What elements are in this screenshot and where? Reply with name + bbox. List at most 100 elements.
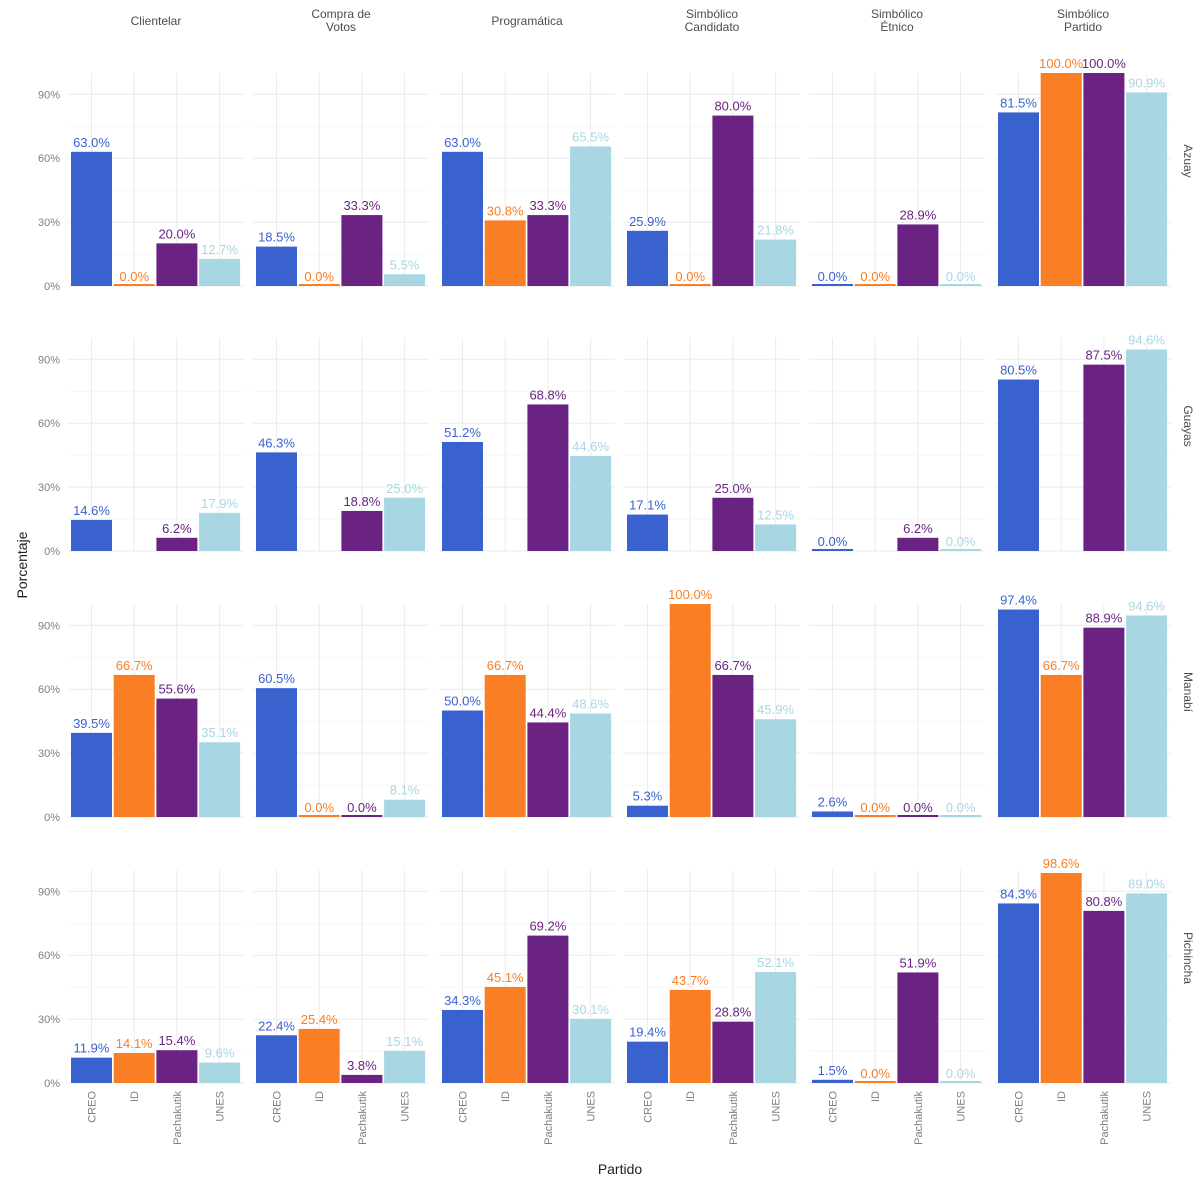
bar-guayas-clientelar-creo (71, 519, 112, 551)
data-label-pachakutik: 15.4% (158, 1033, 195, 1048)
data-label-pachakutik: 28.8% (714, 1005, 751, 1020)
bar-pichincha-programatica-id (484, 986, 526, 1083)
bar-pichincha-programatica-unes (570, 1018, 612, 1083)
data-label-id: 66.7% (116, 658, 153, 673)
y-axis-title: Porcentaje (14, 531, 30, 598)
data-label-unes: 12.7% (201, 242, 238, 257)
x-tick-label-unes: UNES (586, 1091, 598, 1122)
bar-guayas-programatica-creo (442, 441, 483, 551)
bar-manabi-clientelar-id (113, 674, 155, 817)
x-tick-label-id: ID (500, 1091, 512, 1102)
bar-guayas-compra-de-votos-creo (256, 452, 297, 551)
data-label-unes: 89.0% (1128, 876, 1165, 891)
bar-azuay-simbolico-candidato-pachakutik (712, 115, 754, 286)
data-label-unes: 0.0% (946, 1066, 976, 1081)
data-label-pachakutik: 51.9% (899, 955, 936, 970)
panel-background (809, 73, 985, 286)
data-label-creo: 5.3% (633, 789, 663, 804)
data-label-id: 0.0% (119, 269, 149, 284)
bar-pichincha-compra-de-votos-creo (256, 1035, 297, 1083)
data-label-unes: 21.8% (757, 223, 794, 238)
bar-guayas-simbolico-candidato-creo (627, 514, 668, 551)
bar-pichincha-clientelar-creo (71, 1057, 112, 1083)
data-label-pachakutik: 100.0% (1082, 56, 1127, 71)
facet-title-simbolico-etnico-line-2: Étnico (880, 19, 914, 34)
y-tick-label: 30% (38, 1014, 60, 1026)
data-label-creo: 50.0% (444, 694, 481, 709)
y-tick-label: 0% (44, 281, 60, 293)
y-tick-label: 0% (44, 812, 60, 824)
data-label-id: 0.0% (675, 269, 705, 284)
data-label-creo: 17.1% (629, 498, 666, 513)
bar-azuay-clientelar-pachakutik (156, 243, 198, 286)
bar-azuay-simbolico-etnico-id (854, 284, 896, 286)
bar-azuay-simbolico-etnico-creo (812, 284, 853, 286)
bar-guayas-simbolico-candidato-unes (755, 524, 797, 551)
data-label-pachakutik: 3.8% (347, 1058, 377, 1073)
bar-manabi-simbolico-partido-creo (998, 609, 1039, 817)
bar-azuay-programatica-id (484, 220, 526, 286)
bar-pichincha-simbolico-partido-pachakutik (1083, 910, 1125, 1083)
bar-pichincha-simbolico-etnico-pachakutik (897, 972, 939, 1083)
bar-manabi-clientelar-creo (71, 732, 112, 817)
x-axis-title: Partido (598, 1161, 643, 1177)
data-label-id: 100.0% (1039, 56, 1084, 71)
data-label-creo: 25.9% (629, 214, 666, 229)
bar-azuay-simbolico-candidato-creo (627, 230, 668, 286)
x-tick-label-id: ID (870, 1091, 882, 1102)
data-label-id: 45.1% (487, 970, 524, 985)
data-label-pachakutik: 33.3% (343, 198, 380, 213)
bar-azuay-simbolico-etnico-pachakutik (897, 224, 939, 286)
data-label-pachakutik: 33.3% (529, 198, 566, 213)
data-label-id: 66.7% (487, 658, 524, 673)
bar-guayas-compra-de-votos-unes (384, 497, 426, 551)
data-label-pachakutik: 80.0% (714, 99, 751, 114)
y-tick-label: 30% (38, 748, 60, 760)
x-tick-label-pachakutik: Pachakutik (172, 1091, 184, 1145)
data-label-pachakutik: 80.8% (1085, 894, 1122, 909)
panel-background (809, 604, 985, 817)
data-label-pachakutik: 88.9% (1085, 611, 1122, 626)
x-tick-label-pachakutik: Pachakutik (357, 1091, 369, 1145)
bar-guayas-simbolico-etnico-pachakutik (897, 537, 939, 551)
x-tick-label-pachakutik: Pachakutik (913, 1091, 925, 1145)
x-tick-label-unes: UNES (956, 1091, 968, 1122)
bar-manabi-compra-de-votos-unes (384, 799, 426, 817)
data-label-creo: 84.3% (1000, 886, 1037, 901)
bar-azuay-compra-de-votos-id (298, 284, 340, 286)
bar-manabi-programatica-creo (442, 710, 483, 817)
data-label-id: 66.7% (1043, 658, 1080, 673)
bar-manabi-simbolico-partido-pachakutik (1083, 627, 1125, 817)
data-label-unes: 30.1% (572, 1002, 609, 1017)
bar-guayas-simbolico-partido-unes (1126, 349, 1168, 551)
data-label-creo: 51.2% (444, 425, 481, 440)
bar-azuay-compra-de-votos-pachakutik (341, 215, 383, 286)
bar-manabi-clientelar-pachakutik (156, 698, 198, 817)
bar-guayas-clientelar-pachakutik (156, 537, 198, 551)
facet-title-compra-de-votos-line-2: Votos (326, 20, 356, 34)
bar-pichincha-simbolico-partido-id (1040, 872, 1082, 1083)
data-label-id: 98.6% (1043, 856, 1080, 871)
bar-manabi-compra-de-votos-creo (256, 688, 297, 817)
data-label-creo: 80.5% (1000, 363, 1037, 378)
bar-manabi-compra-de-votos-pachakutik (341, 815, 383, 817)
data-label-unes: 65.5% (572, 129, 609, 144)
y-tick-label: 0% (44, 546, 60, 558)
data-label-pachakutik: 6.2% (162, 521, 192, 536)
data-label-id: 100.0% (668, 587, 713, 602)
facet-row-pichincha: Pichincha (1181, 932, 1195, 984)
data-label-id: 0.0% (304, 800, 334, 815)
x-tick-label-id: ID (1056, 1091, 1068, 1102)
y-tick-label: 30% (38, 482, 60, 494)
x-tick-label-unes: UNES (771, 1091, 783, 1122)
data-label-pachakutik: 28.9% (899, 207, 936, 222)
bar-manabi-simbolico-partido-unes (1126, 615, 1168, 817)
bar-azuay-simbolico-partido-creo (998, 112, 1039, 286)
data-label-id: 30.8% (487, 203, 524, 218)
data-label-unes: 45.9% (757, 702, 794, 717)
bar-azuay-simbolico-partido-unes (1126, 92, 1168, 287)
bar-manabi-programatica-id (484, 674, 526, 817)
bar-guayas-simbolico-candidato-pachakutik (712, 497, 754, 551)
panel-background (809, 870, 985, 1083)
